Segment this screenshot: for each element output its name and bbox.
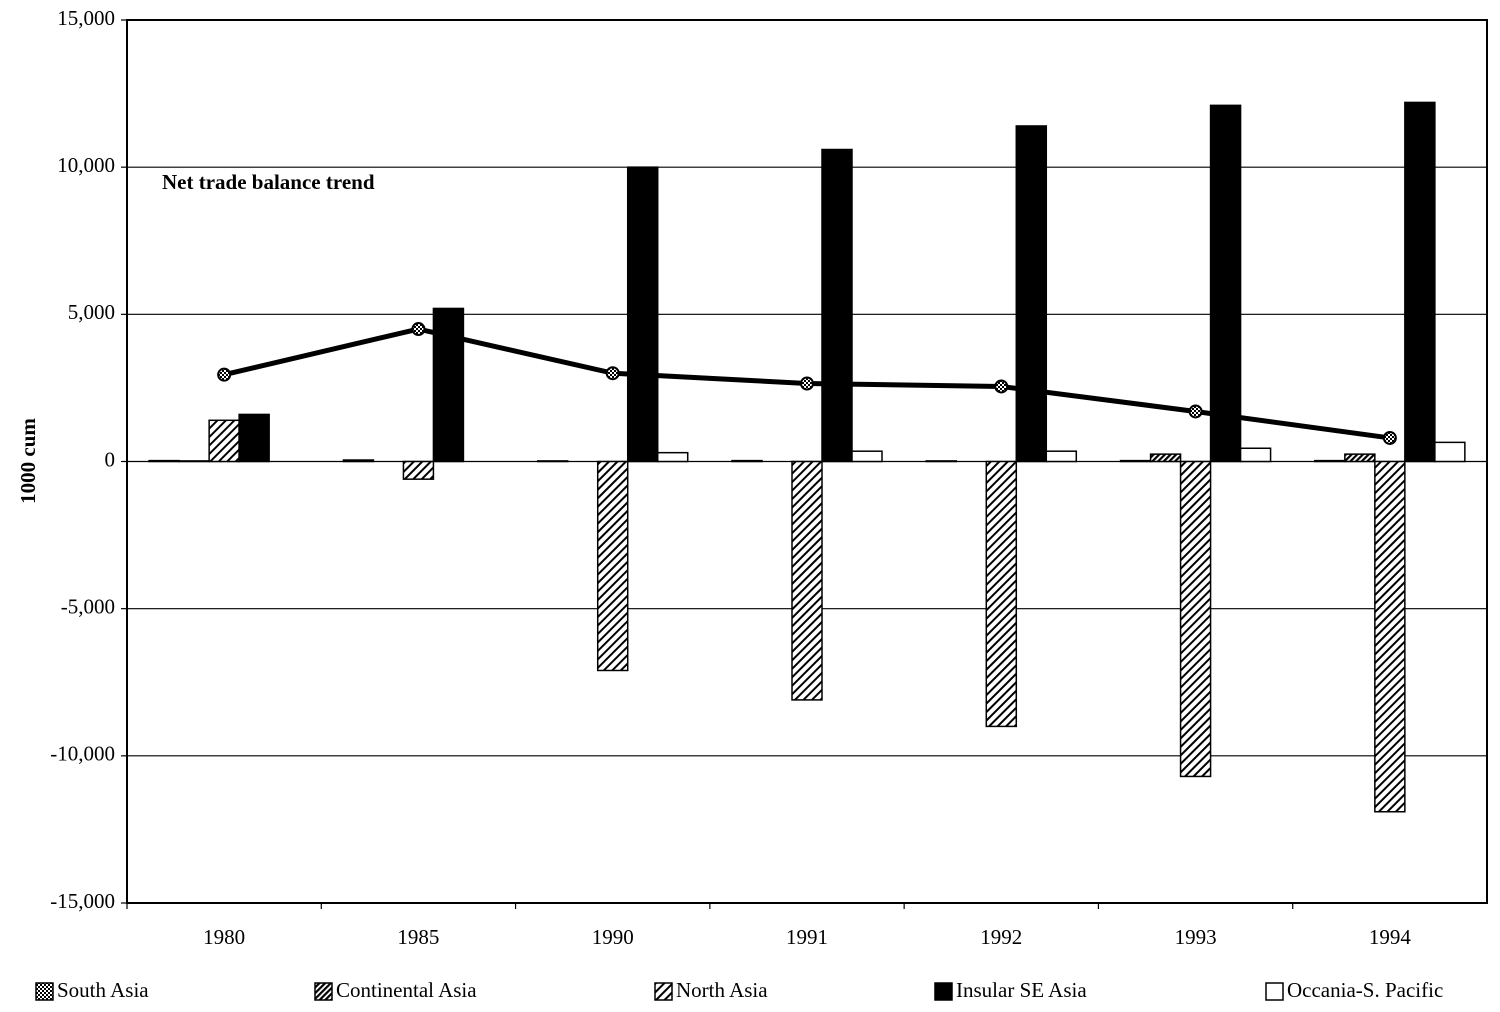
bar [1015, 125, 1048, 463]
legend-swatch [934, 982, 953, 1001]
legend-label: South Asia [57, 978, 149, 1002]
y-axis-label: 1000 cum [16, 418, 40, 504]
annotation: Net trade balance trend [162, 170, 375, 194]
trend-marker [800, 376, 814, 391]
bar [1119, 459, 1152, 463]
bar [596, 460, 629, 672]
bar [1374, 460, 1406, 813]
trend-marker [994, 379, 1009, 394]
bar [1404, 101, 1436, 463]
bar [342, 459, 375, 463]
trend-marker [1188, 404, 1203, 419]
bar [656, 451, 689, 463]
bar [536, 460, 569, 463]
legend-label: Insular SE Asia [956, 978, 1087, 1002]
bar [821, 148, 853, 463]
legend-label: Continental Asia [336, 978, 477, 1002]
bar [402, 460, 435, 480]
y-tick-label: 15,000 [57, 6, 115, 30]
y-tick-label: 5,000 [68, 300, 115, 324]
bar [178, 460, 210, 463]
bar [925, 460, 958, 463]
x-tick-label: 1993 [1175, 925, 1217, 949]
trend-marker [411, 322, 426, 337]
bar [985, 460, 1018, 728]
y-tick-label: -15,000 [50, 889, 115, 913]
bar [1045, 450, 1078, 463]
bar [1149, 453, 1182, 463]
legend-swatch [35, 982, 54, 1001]
x-tick-label: 1994 [1369, 925, 1412, 949]
x-tick-label: 1991 [786, 925, 828, 949]
bar [626, 166, 659, 463]
legend-swatch [1265, 982, 1284, 1001]
legend-label: Occania-S. Pacific [1287, 978, 1443, 1002]
x-tick-label: 1990 [592, 925, 634, 949]
y-tick-label: -5,000 [61, 594, 115, 618]
bar [238, 413, 270, 463]
bar [731, 459, 763, 463]
x-tick-label: 1980 [203, 925, 245, 949]
bar [1239, 447, 1272, 463]
trend-marker [605, 366, 620, 381]
bar [1314, 459, 1346, 463]
legend-swatch [654, 982, 673, 1001]
x-tick-label: 1992 [980, 925, 1022, 949]
bar [208, 419, 240, 463]
bar [1179, 460, 1212, 778]
bar [851, 450, 883, 463]
x-tick-label: 1985 [397, 925, 439, 949]
y-tick-label: 10,000 [57, 153, 115, 177]
bar [148, 459, 180, 463]
trend-marker [1382, 430, 1397, 445]
y-tick-label: -10,000 [50, 742, 115, 766]
trend-marker [217, 367, 232, 382]
bar [791, 460, 823, 701]
y-tick-label: 0 [105, 447, 116, 471]
bar [1209, 104, 1242, 463]
legend-swatch [314, 982, 333, 1001]
bar [1434, 441, 1466, 463]
legend-label: North Asia [676, 978, 768, 1002]
bar [1344, 453, 1376, 463]
